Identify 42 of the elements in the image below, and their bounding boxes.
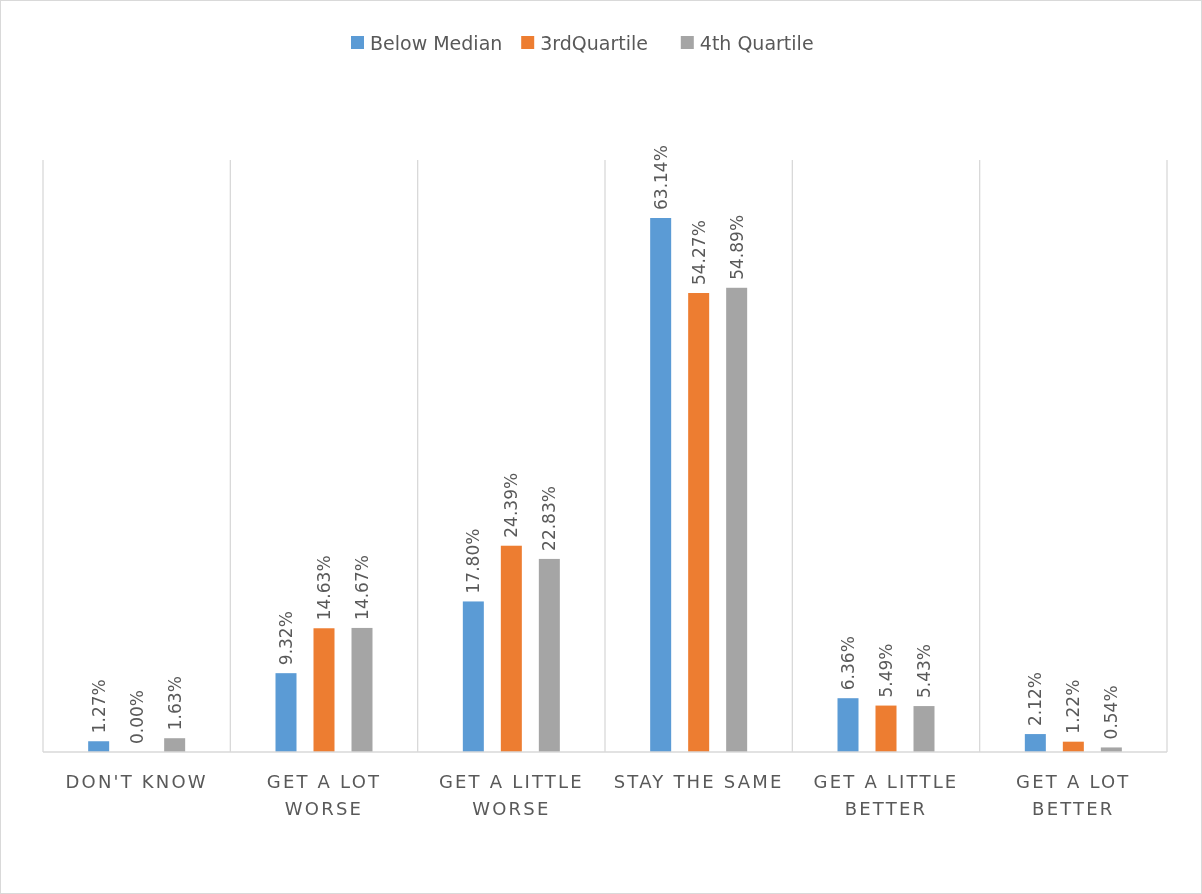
data-label: 17.80% xyxy=(463,528,484,594)
bar xyxy=(351,627,373,752)
bar xyxy=(275,673,297,752)
data-label: 14.67% xyxy=(352,555,372,620)
bar xyxy=(462,601,484,752)
x-tick-label: GET A LITTLE BETTER xyxy=(813,771,959,819)
data-label: 1.22% xyxy=(1063,679,1084,734)
legend-label: 3rdQuartile xyxy=(540,32,648,54)
data-label: 22.83% xyxy=(539,486,560,551)
data-label: 1.63% xyxy=(164,676,185,731)
bar xyxy=(313,628,335,752)
x-tick-label: STAY THE SAME xyxy=(613,771,784,792)
legend-label: Below Median xyxy=(370,32,503,54)
bar xyxy=(1024,734,1046,752)
bar xyxy=(913,706,935,752)
bar xyxy=(500,545,522,752)
data-label: 0.54% xyxy=(1101,685,1122,740)
data-label: 54.27% xyxy=(688,220,709,286)
data-label: 9.32% xyxy=(276,611,296,666)
x-tick-label: GET A LITTLE WORSE xyxy=(438,771,584,819)
data-label: 2.12% xyxy=(1025,672,1046,727)
data-label: 14.63% xyxy=(314,555,334,621)
data-label: 6.36% xyxy=(838,636,858,691)
bar xyxy=(88,741,110,752)
legend-label: 4th Quartile xyxy=(699,32,814,54)
data-label: 1.27% xyxy=(88,679,109,734)
x-tick-label: GET A LOT WORSE xyxy=(266,771,382,819)
bar xyxy=(837,698,859,752)
x-tick-label: GET A LOT BETTER xyxy=(1016,771,1131,819)
bar xyxy=(726,287,748,752)
data-label: 54.89% xyxy=(726,214,747,280)
x-tick-label: DON'T KNOW xyxy=(65,771,208,792)
bar xyxy=(875,705,897,752)
bar xyxy=(538,558,560,752)
bar xyxy=(688,293,710,752)
data-label: 5.43% xyxy=(914,644,934,699)
bar xyxy=(650,218,672,752)
data-label: 63.14% xyxy=(650,145,671,210)
bar xyxy=(164,738,186,752)
data-label: 24.39% xyxy=(501,472,522,538)
data-label: 5.49% xyxy=(876,643,896,698)
data-label: 0.00% xyxy=(126,689,147,744)
